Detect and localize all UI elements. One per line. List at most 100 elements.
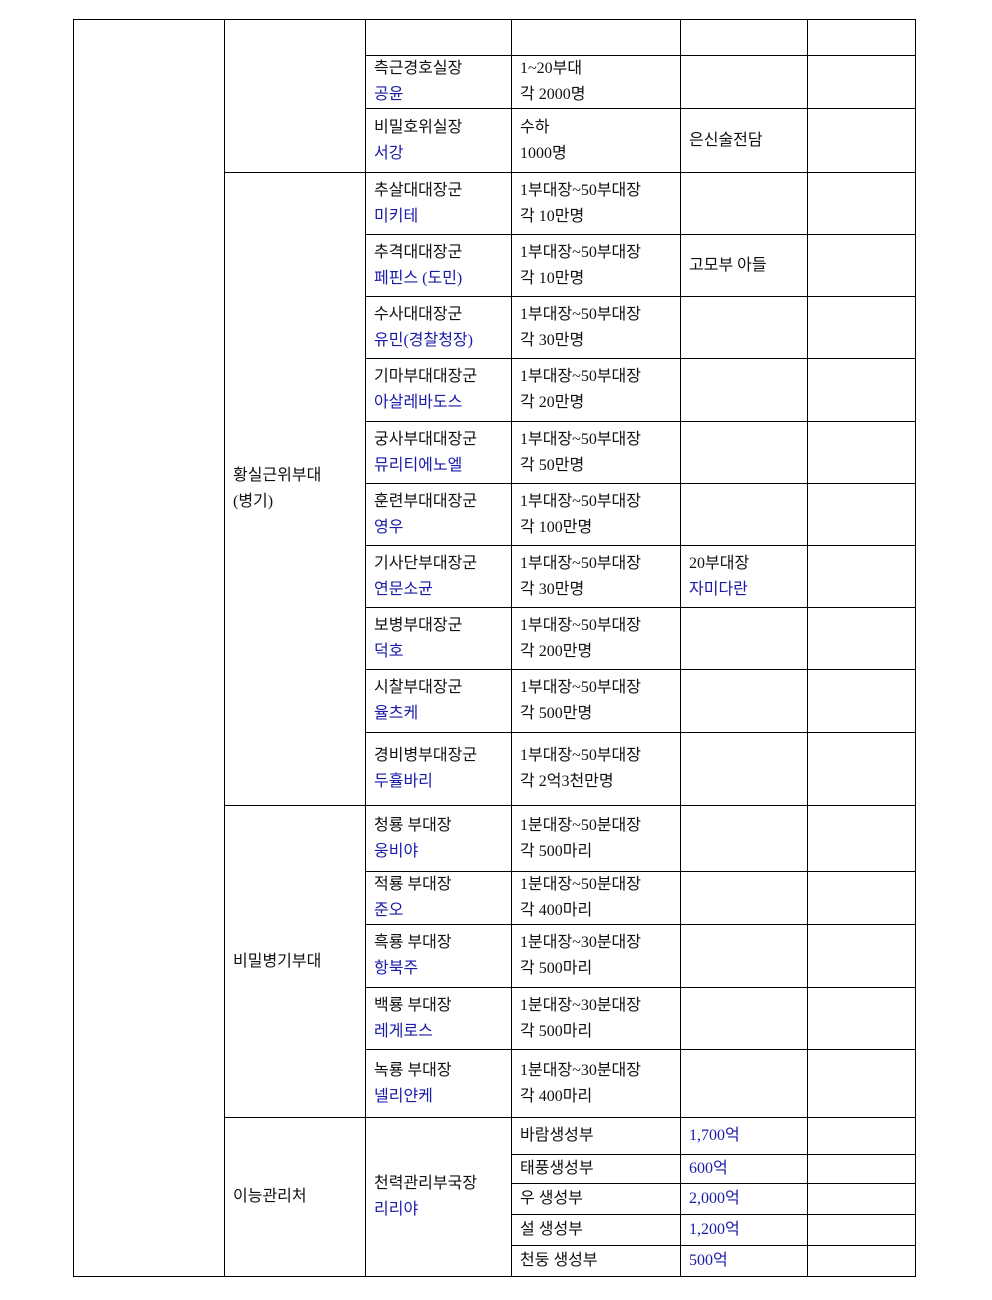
budget-cell: 2,000억 bbox=[680, 1183, 808, 1215]
empty-cell bbox=[807, 607, 916, 670]
unit-strength: 각 50만명 bbox=[520, 456, 585, 474]
unit-title: 적룡 부대장 bbox=[374, 876, 452, 893]
unit-strength: 각 100만명 bbox=[520, 518, 593, 536]
table-row: 비밀병기부대 청룡 부대장 웅비야 1분대장~50분대장 각 500마리 bbox=[74, 805, 916, 1118]
empty-cell bbox=[807, 108, 916, 173]
note: 은신술전담 bbox=[689, 131, 763, 149]
table-row: 시찰부대장군 율츠케 1부대장~50부대장 각 500만명 bbox=[74, 669, 916, 733]
commander-name: 율츠케 bbox=[374, 705, 419, 722]
unit-size-cell: 1~20부대 각 2000명 bbox=[511, 55, 681, 109]
unit-title: 측근경호실장 bbox=[374, 60, 463, 77]
unit-strength: 각 500마리 bbox=[520, 960, 593, 977]
unit-strength: 각 10만명 bbox=[520, 207, 585, 225]
unit-strength: 각 20만명 bbox=[520, 394, 585, 411]
table-row: 설 생성부 1,200억 bbox=[74, 1214, 916, 1246]
commander-name: 공윤 bbox=[374, 86, 404, 103]
commander-name: 항북주 bbox=[374, 960, 419, 977]
budget-value: 1,200억 bbox=[689, 1221, 740, 1238]
unit-range: 1부대장~50부대장 bbox=[520, 181, 641, 199]
group-label: 황실근위부대 bbox=[233, 467, 322, 484]
unit-strength: 1000명 bbox=[520, 144, 567, 162]
unit-strength: 각 500마리 bbox=[520, 1022, 593, 1040]
commander-name: 두휼바리 bbox=[374, 773, 433, 790]
unit-range: 1부대장~50부대장 bbox=[520, 305, 641, 323]
unit-title: 청룡 부대장 bbox=[374, 816, 452, 834]
unit-range: 1분대장~30분대장 bbox=[520, 934, 641, 951]
note-cell bbox=[680, 483, 808, 546]
commander-name: 레게로스 bbox=[374, 1022, 433, 1040]
note-cell bbox=[680, 1049, 808, 1118]
table-row: 적룡 부대장 준오 1분대장~50분대장 각 400마리 bbox=[74, 871, 916, 925]
unit-range: 1부대장~50부대장 bbox=[520, 679, 641, 696]
empty-cell bbox=[807, 871, 916, 925]
commander-name: 리리야 bbox=[374, 1201, 419, 1218]
unit-title-cell: 수사대대장군 유민(경찰청장) bbox=[365, 296, 512, 359]
unit-strength: 각 2억3천만명 bbox=[520, 773, 614, 790]
table-row: 태풍생성부 600억 bbox=[74, 1154, 916, 1184]
note-cell bbox=[680, 871, 808, 925]
unit-title-cell: 백룡 부대장 레게로스 bbox=[365, 987, 512, 1050]
note-cell bbox=[680, 607, 808, 670]
table-row: 흑룡 부대장 항북주 1분대장~30분대장 각 500마리 bbox=[74, 924, 916, 988]
commander-name: 넬리얀케 bbox=[374, 1087, 433, 1105]
unit-title: 비밀호위실장 bbox=[374, 118, 463, 136]
unit-strength: 각 30만명 bbox=[520, 331, 585, 349]
empty-cell bbox=[807, 55, 916, 109]
empty-cell bbox=[807, 1154, 916, 1184]
table-row: 우 생성부 2,000억 bbox=[74, 1183, 916, 1215]
unit-range: 1부대장~50부대장 bbox=[520, 616, 641, 634]
unit-range: 1부대장~50부대장 bbox=[520, 430, 641, 448]
note-cell bbox=[680, 805, 808, 872]
unit-title-cell: 기마부대대장군 아살레바도스 bbox=[365, 358, 512, 422]
unit-size-cell bbox=[511, 19, 681, 56]
commander-name: 덕호 bbox=[374, 642, 404, 660]
unit-range: 1분대장~30분대장 bbox=[520, 1061, 641, 1079]
budget-cell: 1,200억 bbox=[680, 1214, 808, 1246]
budget-value: 1,700억 bbox=[689, 1127, 740, 1144]
organization-table: 측근경호실장 공윤 1~20부대 각 2000명 비밀호위실장 서강 수하 1000명 은신술전… bbox=[73, 19, 916, 1277]
table-row: 황실근위부대 (병기) 추살대대장군 미키테 1부대장~50부대장 각 10만명 bbox=[74, 172, 916, 806]
unit-title-cell: 훈련부대대장군 영우 bbox=[365, 483, 512, 546]
commander-name: 서강 bbox=[374, 144, 404, 162]
empty-cell bbox=[807, 924, 916, 988]
unit-title: 녹룡 부대장 bbox=[374, 1061, 452, 1079]
empty-cell bbox=[807, 1183, 916, 1215]
group-label: 이능관리처 bbox=[233, 1188, 307, 1205]
unit-strength: 각 30만명 bbox=[520, 580, 585, 598]
department-name: 바람생성부 bbox=[520, 1127, 594, 1144]
empty-cell bbox=[807, 1214, 916, 1246]
table-row: 백룡 부대장 레게로스 1분대장~30분대장 각 500마리 bbox=[74, 987, 916, 1050]
note: 고모부 아들 bbox=[689, 256, 767, 274]
unit-strength: 각 400마리 bbox=[520, 902, 593, 919]
commander-name: 페핀스 (도민) bbox=[374, 269, 463, 287]
unit-range: 1부대장~50부대장 bbox=[520, 554, 641, 572]
empty-cell bbox=[807, 296, 916, 359]
unit-size-cell: 1분대장~30분대장 각 400마리 bbox=[511, 1049, 681, 1118]
table-row: 이능관리처 천력관리부국장 리리야 바람생성부 1,700억 bbox=[74, 1117, 916, 1277]
note-cell bbox=[680, 421, 808, 484]
unit-range: 1부대장~50부대장 bbox=[520, 492, 641, 510]
unit-range: 1~20부대 bbox=[520, 60, 583, 77]
budget-cell: 500억 bbox=[680, 1245, 808, 1277]
unit-title-cell: 기사단부대장군 연문소균 bbox=[365, 545, 512, 608]
note-cell bbox=[680, 732, 808, 806]
unit-size-cell: 1분대장~50분대장 각 400마리 bbox=[511, 871, 681, 925]
note-cell: 은신술전담 bbox=[680, 108, 808, 173]
group-label-cell bbox=[224, 19, 366, 173]
empty-cell bbox=[807, 421, 916, 484]
note-cell bbox=[680, 172, 808, 235]
commander-name: 영우 bbox=[374, 518, 404, 536]
empty-cell bbox=[807, 1117, 916, 1155]
unit-title: 시찰부대장군 bbox=[374, 679, 463, 696]
table-row: 기사단부대장군 연문소균 1부대장~50부대장 각 30만명 20부대장 자미다란 bbox=[74, 545, 916, 608]
department-name: 설 생성부 bbox=[520, 1221, 583, 1238]
note-cell bbox=[680, 19, 808, 56]
commander-name: 웅비야 bbox=[374, 842, 419, 860]
